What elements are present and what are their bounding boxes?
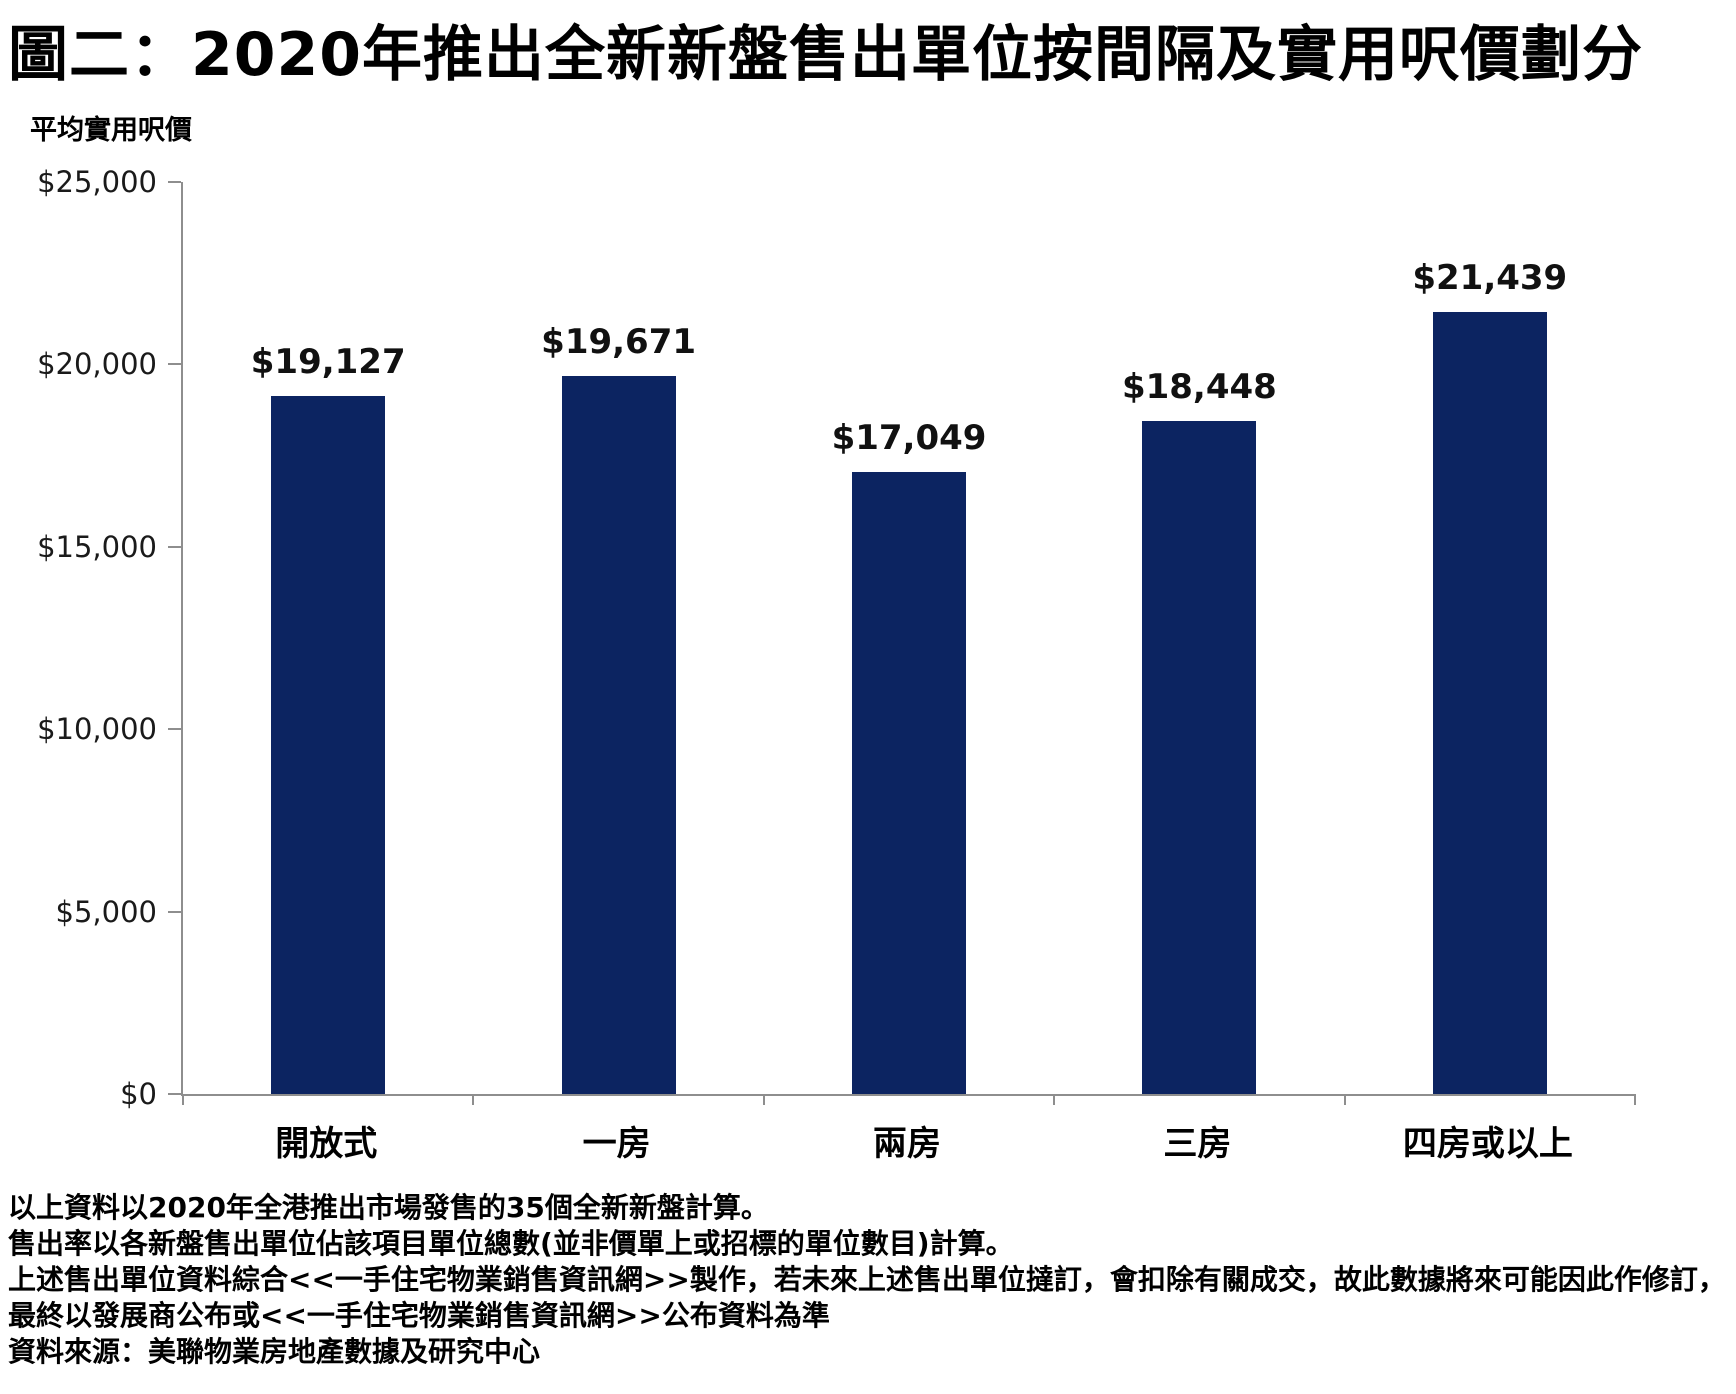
footnote-line: 以上資料以2020年全港推出市場發售的35個全新新盤計算。 [8, 1191, 769, 1224]
y-axis-tick [168, 1093, 181, 1095]
y-axis-title: 平均實用呎價 [30, 115, 192, 146]
bar-group: $21,439 [1345, 182, 1635, 1094]
bar-value-label: $19,127 [250, 342, 406, 383]
y-axis-tick-label: $5,000 [55, 894, 157, 929]
y-axis-tick [168, 363, 181, 366]
x-axis-category-label: 四房或以上 [1402, 1124, 1573, 1164]
bar [271, 396, 386, 1094]
footnotes: 以上資料以2020年全港推出市場發售的35個全新新盤計算。 售出率以各新盤售出單位… [8, 1190, 1736, 1370]
y-axis-tick [168, 910, 181, 913]
y-axis-tick-label: $0 [120, 1077, 157, 1111]
footnote-line: 售出率以各新盤售出單位佔該項目單位總數(並非價單上或招標的單位數目)計算。 [8, 1227, 1014, 1260]
x-axis-category-label: 一房 [582, 1124, 651, 1164]
x-axis-tick [472, 1094, 475, 1105]
y-axis-tick-label: $20,000 [37, 347, 157, 382]
bar-group: $17,049 [764, 182, 1054, 1094]
bar [851, 472, 966, 1094]
x-axis-category-labels: 開放式 一房 兩房 三房 四房或以上 [181, 1116, 1633, 1164]
x-axis-tick [1053, 1094, 1056, 1105]
bar-value-label: $17,049 [831, 418, 987, 459]
bar-group: $19,671 [473, 182, 763, 1094]
bar [1432, 311, 1547, 1094]
x-axis-category-label: 開放式 [275, 1124, 378, 1164]
y-axis-tick [168, 728, 181, 731]
footnote-line: 最終以發展商公布或<<一手住宅物業銷售資訊網>>公布資料為準 [8, 1299, 830, 1332]
y-axis-tick [168, 545, 181, 548]
x-axis-tick [1634, 1094, 1636, 1105]
x-axis-category-label: 兩房 [873, 1124, 942, 1164]
y-axis-tick-label: $10,000 [37, 712, 157, 747]
y-axis-tick [168, 181, 181, 183]
bar [1142, 421, 1257, 1094]
y-axis-tick-label: $15,000 [37, 529, 157, 564]
bar-value-label: $19,671 [541, 322, 697, 363]
bar-value-label: $18,448 [1121, 367, 1277, 408]
bar-value-label: $21,439 [1412, 257, 1568, 298]
x-axis-tick [182, 1094, 184, 1105]
figure-title: 圖二：2020年推出全新新盤售出單位按間隔及實用呎價劃分 [8, 20, 1643, 90]
footnote-line: 上述售出單位資料綜合<<一手住宅物業銷售資訊網>>製作，若未來上述售出單位撻訂，… [8, 1263, 1726, 1296]
footnote-line: 資料來源：美聯物業房地產數據及研究中心 [8, 1335, 541, 1368]
x-axis-tick [762, 1094, 765, 1105]
bar-group: $18,448 [1054, 182, 1344, 1094]
x-axis-tick [1343, 1094, 1346, 1105]
bar [561, 376, 676, 1094]
y-axis-tick-label: $25,000 [37, 165, 157, 199]
x-axis-category-label: 三房 [1163, 1124, 1232, 1164]
bar-group: $19,127 [183, 182, 473, 1094]
plot-area: $0 $5,000 $10,000 $15,000 $20,000 $25,000 $19,… [37, 165, 1636, 1111]
